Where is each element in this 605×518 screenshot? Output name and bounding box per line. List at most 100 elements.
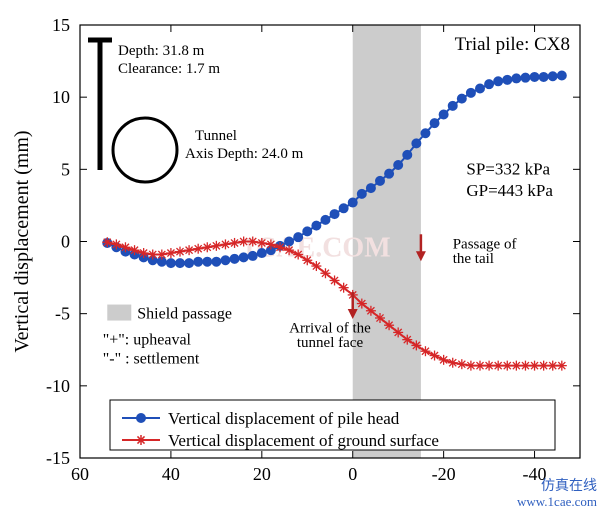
- marker-asterisk: [466, 361, 476, 371]
- marker-asterisk: [275, 242, 285, 252]
- marker-asterisk: [193, 244, 203, 254]
- center-watermark: 1CAE.COM: [242, 233, 391, 264]
- marker-asterisk: [502, 361, 512, 371]
- legend-pile-label: Vertical displacement of pile head: [168, 409, 400, 428]
- marker-asterisk: [211, 241, 221, 251]
- marker-circle: [494, 77, 503, 86]
- tunnel-depth-label: Axis Depth: 24.0 m: [185, 146, 304, 162]
- marker-asterisk: [475, 361, 485, 371]
- marker-asterisk: [230, 238, 240, 248]
- ytick-label: 10: [52, 87, 70, 107]
- marker-asterisk: [557, 361, 567, 371]
- marker-asterisk: [320, 268, 330, 278]
- watermark-url: www.1cae.com: [517, 494, 597, 509]
- marker-circle: [230, 254, 239, 263]
- marker-circle: [476, 84, 485, 93]
- marker-circle: [539, 72, 548, 81]
- marker-circle: [239, 253, 248, 262]
- marker-circle: [421, 129, 430, 138]
- ytick-label: -15: [46, 448, 70, 468]
- marker-asterisk: [511, 361, 521, 371]
- marker-circle: [176, 259, 185, 268]
- marker-asterisk: [375, 313, 385, 323]
- xtick-label: -20: [432, 464, 456, 484]
- marker-asterisk: [520, 361, 530, 371]
- marker-asterisk: [120, 242, 130, 252]
- clearance-label: Clearance: 1.7 m: [118, 61, 220, 77]
- marker-asterisk: [166, 248, 176, 258]
- marker-asterisk: [366, 306, 376, 316]
- marker-asterisk: [248, 237, 258, 247]
- ytick-label: -10: [46, 376, 70, 396]
- ytick-label: 15: [52, 15, 70, 35]
- marker-asterisk: [102, 237, 112, 247]
- marker-circle: [321, 215, 330, 224]
- marker-asterisk: [448, 358, 458, 368]
- xtick-label: 60: [71, 464, 89, 484]
- marker-asterisk: [284, 245, 294, 255]
- marker-asterisk: [157, 249, 167, 259]
- marker-asterisk: [484, 361, 494, 371]
- marker-circle: [385, 169, 394, 178]
- marker-asterisk: [530, 361, 540, 371]
- marker-circle: [376, 176, 385, 185]
- marker-asterisk: [384, 320, 394, 330]
- marker-asterisk: [357, 299, 367, 309]
- marker-asterisk: [330, 275, 340, 285]
- xtick-label: 0: [348, 464, 357, 484]
- chart-container: 6040200-20-40-15-10-5051015Vertical disp…: [0, 0, 605, 518]
- watermark-label: 仿真在线: [541, 478, 597, 494]
- marker-asterisk: [420, 346, 430, 356]
- marker-asterisk: [184, 245, 194, 255]
- marker-circle: [503, 75, 512, 84]
- marker-circle: [330, 210, 339, 219]
- shield-swatch: [107, 305, 131, 321]
- gp-label: GP=443 kPa: [466, 181, 553, 200]
- marker-circle: [548, 72, 557, 81]
- marker-circle: [485, 80, 494, 89]
- settlement-label: "-" : settlement: [103, 350, 200, 367]
- ytick-label: 0: [61, 232, 70, 252]
- xtick-label: 20: [253, 464, 271, 484]
- marker-asterisk: [548, 361, 558, 371]
- marker-circle: [203, 257, 212, 266]
- marker-circle: [403, 150, 412, 159]
- marker-asterisk: [148, 249, 158, 259]
- marker-asterisk: [439, 355, 449, 365]
- ytick-label: 5: [61, 159, 70, 179]
- marker-circle: [557, 71, 566, 80]
- marker-circle: [248, 251, 257, 260]
- marker-asterisk: [139, 248, 149, 258]
- marker-asterisk: [130, 245, 140, 255]
- upheaval-label: "+": upheaval: [103, 332, 192, 349]
- marker-asterisk: [430, 351, 440, 361]
- marker-asterisk: [202, 242, 212, 252]
- marker-asterisk: [220, 239, 230, 249]
- marker-circle: [521, 73, 530, 82]
- chart-svg: 6040200-20-40-15-10-5051015Vertical disp…: [0, 0, 605, 518]
- marker-asterisk: [266, 239, 276, 249]
- svg-text:the tail: the tail: [453, 251, 494, 267]
- marker-circle: [312, 221, 321, 230]
- marker-circle: [303, 227, 312, 236]
- marker-circle: [294, 233, 303, 242]
- marker-asterisk: [175, 247, 185, 257]
- marker-circle: [285, 237, 294, 246]
- sp-label: SP=332 kPa: [466, 159, 550, 178]
- marker-asterisk: [257, 238, 267, 248]
- marker-circle: [394, 161, 403, 170]
- marker-asterisk: [393, 327, 403, 337]
- xtick-label: 40: [162, 464, 180, 484]
- y-axis-label: Vertical displacement (mm): [11, 130, 33, 352]
- marker-circle: [457, 94, 466, 103]
- marker-circle: [339, 204, 348, 213]
- marker-circle: [412, 139, 421, 148]
- svg-text:tunnel face: tunnel face: [297, 335, 364, 351]
- marker-circle: [194, 257, 203, 266]
- marker-asterisk: [311, 261, 321, 271]
- marker-asterisk: [339, 283, 349, 293]
- marker-asterisk: [402, 335, 412, 345]
- marker-circle: [166, 259, 175, 268]
- marker-asterisk: [111, 239, 121, 249]
- marker-circle: [439, 110, 448, 119]
